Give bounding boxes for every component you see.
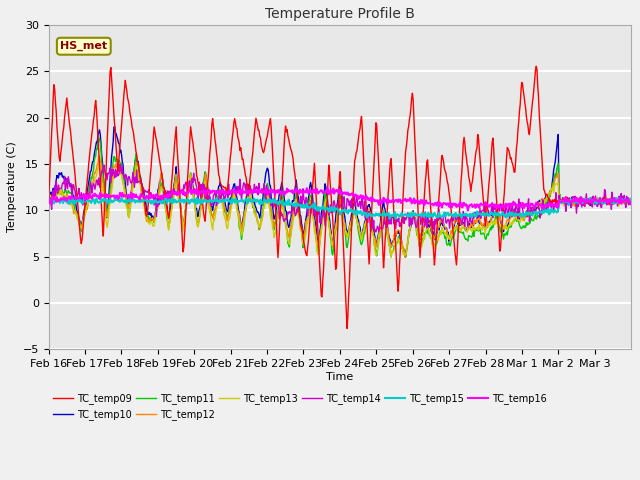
Text: HS_met: HS_met bbox=[60, 41, 108, 51]
TC_temp16 bbox=[220, 190, 228, 196]
TC_temp14 bbox=[435, 217, 442, 223]
TC_temp12 bbox=[272, 218, 280, 224]
TC_temp09 bbox=[113, 156, 121, 162]
TC_temp11 bbox=[114, 157, 122, 163]
TC_temp13 bbox=[387, 255, 395, 261]
TC_temp13 bbox=[221, 215, 228, 221]
Line: TC_temp13: TC_temp13 bbox=[49, 164, 631, 258]
TC_temp12 bbox=[45, 198, 52, 204]
TC_temp16 bbox=[271, 192, 279, 198]
TC_temp15 bbox=[627, 198, 635, 204]
TC_temp13 bbox=[272, 229, 280, 235]
TC_temp15 bbox=[435, 215, 442, 220]
TC_temp14 bbox=[116, 161, 124, 167]
TC_temp10 bbox=[401, 250, 409, 255]
TC_temp10 bbox=[627, 202, 635, 207]
TC_temp09 bbox=[532, 63, 540, 69]
Line: TC_temp11: TC_temp11 bbox=[49, 138, 631, 257]
Legend: TC_temp09, TC_temp10, TC_temp11, TC_temp12, TC_temp13, TC_temp14, TC_temp15, TC_: TC_temp09, TC_temp10, TC_temp11, TC_temp… bbox=[54, 393, 547, 420]
TC_temp12 bbox=[114, 165, 122, 171]
Line: TC_temp16: TC_temp16 bbox=[49, 188, 631, 211]
TC_temp13 bbox=[627, 198, 635, 204]
Y-axis label: Temperature (C): Temperature (C) bbox=[7, 142, 17, 232]
TC_temp10 bbox=[45, 199, 52, 204]
TC_temp16 bbox=[323, 185, 331, 191]
TC_temp15 bbox=[250, 198, 257, 204]
TC_temp12 bbox=[627, 196, 635, 202]
TC_temp13 bbox=[435, 238, 442, 243]
TC_temp10 bbox=[250, 199, 257, 204]
TC_temp10 bbox=[221, 199, 228, 204]
Line: TC_temp14: TC_temp14 bbox=[49, 164, 631, 232]
TC_temp13 bbox=[114, 171, 122, 177]
TC_temp13 bbox=[45, 197, 52, 203]
TC_temp15 bbox=[272, 200, 280, 206]
TC_temp10 bbox=[272, 210, 280, 216]
TC_temp09 bbox=[343, 325, 351, 331]
TC_temp11 bbox=[272, 217, 280, 223]
TC_temp09 bbox=[434, 218, 442, 224]
TC_temp15 bbox=[402, 211, 410, 217]
TC_temp10 bbox=[435, 226, 442, 231]
TC_temp15 bbox=[118, 195, 125, 201]
TC_temp12 bbox=[402, 253, 410, 259]
TC_temp13 bbox=[250, 204, 257, 210]
TC_temp15 bbox=[392, 216, 399, 222]
TC_temp12 bbox=[435, 224, 442, 229]
X-axis label: Time: Time bbox=[326, 372, 353, 382]
TC_temp15 bbox=[45, 196, 52, 202]
TC_temp16 bbox=[627, 199, 635, 205]
TC_temp14 bbox=[627, 198, 635, 204]
TC_temp13 bbox=[95, 161, 103, 167]
TC_temp14 bbox=[401, 215, 409, 220]
TC_temp11 bbox=[45, 195, 52, 201]
Title: Temperature Profile B: Temperature Profile B bbox=[265, 7, 415, 21]
TC_temp16 bbox=[45, 198, 52, 204]
Line: TC_temp09: TC_temp09 bbox=[49, 66, 631, 328]
TC_temp12 bbox=[401, 254, 409, 260]
TC_temp11 bbox=[627, 198, 635, 204]
TC_temp09 bbox=[401, 164, 409, 169]
TC_temp09 bbox=[271, 197, 279, 203]
TC_temp10 bbox=[111, 124, 118, 130]
TC_temp16 bbox=[434, 200, 442, 205]
TC_temp16 bbox=[401, 196, 409, 202]
TC_temp15 bbox=[113, 197, 121, 203]
TC_temp10 bbox=[114, 136, 122, 142]
TC_temp12 bbox=[95, 153, 102, 159]
TC_temp16 bbox=[464, 208, 472, 214]
Line: TC_temp10: TC_temp10 bbox=[49, 127, 631, 257]
TC_temp12 bbox=[221, 204, 228, 210]
TC_temp14 bbox=[272, 201, 280, 206]
TC_temp11 bbox=[402, 254, 410, 260]
TC_temp11 bbox=[435, 233, 442, 239]
TC_temp16 bbox=[113, 193, 121, 199]
Line: TC_temp12: TC_temp12 bbox=[49, 156, 631, 257]
TC_temp09 bbox=[627, 198, 635, 204]
TC_temp15 bbox=[221, 197, 228, 203]
TC_temp10 bbox=[402, 254, 410, 260]
TC_temp11 bbox=[95, 135, 103, 141]
TC_temp14 bbox=[45, 200, 52, 205]
TC_temp13 bbox=[402, 251, 410, 257]
TC_temp09 bbox=[249, 148, 257, 154]
TC_temp11 bbox=[401, 252, 409, 258]
TC_temp14 bbox=[113, 168, 121, 174]
TC_temp14 bbox=[250, 188, 257, 194]
TC_temp14 bbox=[431, 229, 438, 235]
TC_temp09 bbox=[45, 196, 52, 202]
TC_temp14 bbox=[221, 196, 228, 202]
TC_temp11 bbox=[221, 209, 228, 215]
TC_temp11 bbox=[250, 203, 257, 209]
TC_temp12 bbox=[250, 204, 257, 210]
TC_temp16 bbox=[249, 189, 257, 195]
Line: TC_temp15: TC_temp15 bbox=[49, 198, 631, 219]
TC_temp09 bbox=[220, 185, 228, 191]
